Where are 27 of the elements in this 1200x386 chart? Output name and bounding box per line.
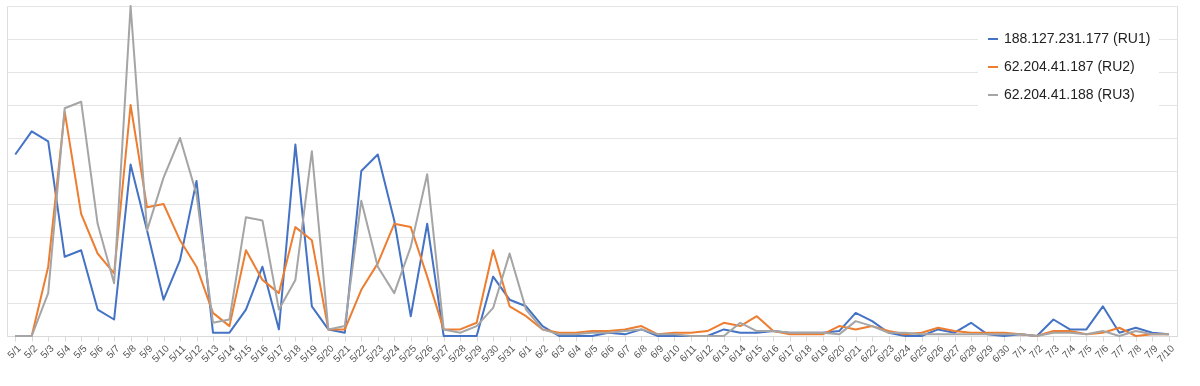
x-tick-label: 5/6 xyxy=(87,342,106,361)
x-tick-label: 7/3 xyxy=(1043,342,1062,361)
x-tick-label: 5/7 xyxy=(104,342,122,361)
x-tick-label: 6/3 xyxy=(549,342,567,361)
x-tick-label: 6/1 xyxy=(516,342,534,361)
x-tick-label: 6/5 xyxy=(581,342,600,361)
x-tick-label: 5/1 xyxy=(5,342,24,361)
x-tick-label: 7/5 xyxy=(1076,342,1095,361)
x-tick-label: 6/4 xyxy=(565,342,584,361)
legend-label: 188.127.231.177 (RU1) xyxy=(1004,30,1151,46)
x-tick-label: 5/3 xyxy=(38,342,57,361)
x-tick-label: 5/2 xyxy=(21,342,40,361)
x-tick-label: 7/2 xyxy=(1026,342,1045,361)
x-tick-label: 6/8 xyxy=(631,342,650,361)
x-tick-label: 7/1 xyxy=(1010,342,1029,361)
x-tick-label: 7/7 xyxy=(1109,342,1128,361)
legend-label: 62.204.41.187 (RU2) xyxy=(1004,58,1135,74)
x-tick-label: 6/2 xyxy=(532,342,551,361)
x-tick-label: 6/6 xyxy=(598,342,617,361)
x-tick-label: 7/4 xyxy=(1059,342,1078,361)
x-tick-label: 5/5 xyxy=(71,342,90,361)
x-tick-label: 7/6 xyxy=(1092,342,1111,361)
x-tick-label: 5/4 xyxy=(54,342,73,361)
legend-label: 62.204.41.188 (RU3) xyxy=(1004,86,1135,102)
x-tick-label: 6/7 xyxy=(614,342,633,361)
x-tick-label: 5/8 xyxy=(120,342,139,361)
x-tick-label: 7/8 xyxy=(1125,342,1144,361)
